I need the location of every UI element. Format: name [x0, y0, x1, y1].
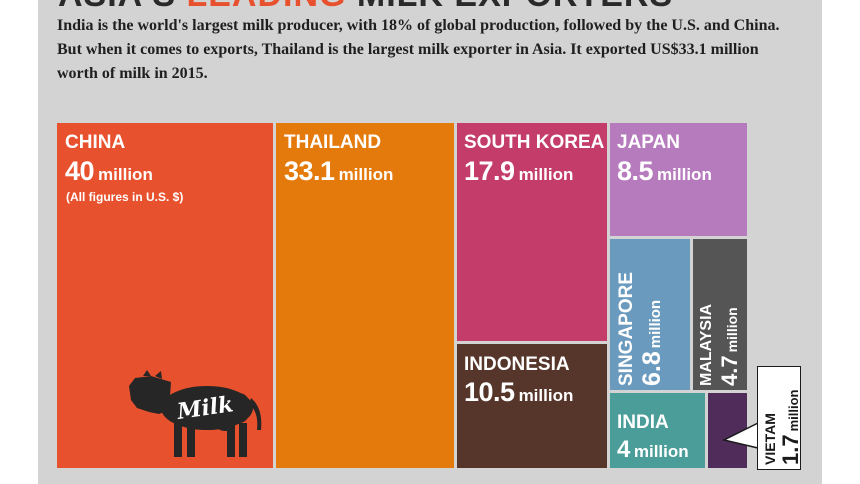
singapore-value: 6.8 — [638, 351, 666, 386]
india-value: 4 million — [617, 436, 689, 463]
indonesia-value: 10.5 million — [464, 377, 574, 407]
treemap-cell-thailand: THAILAND 33.1 million — [276, 123, 454, 468]
treemap-cell-singapore: SINGAPORE 6.8million — [610, 239, 690, 390]
title-part-2: LEADING — [186, 0, 346, 10]
malaysia-text: MALAYSIA 4.7million — [698, 303, 742, 386]
india-label: INDIA — [617, 412, 669, 433]
treemap-cell-china: CHINA 40 million (All figures in U.S. $) … — [57, 123, 273, 468]
cow-icon: Milk — [129, 370, 262, 457]
treemap-cell-vietnam — [708, 393, 747, 468]
singapore-label: SINGAPORE — [616, 271, 637, 386]
treemap-cell-indonesia: INDONESIA 10.5 million — [457, 344, 607, 468]
vietnam-label: VIETAM — [762, 413, 778, 465]
treemap-cell-japan: JAPAN 8.5 million — [610, 123, 747, 236]
malaysia-label: MALAYSIA — [698, 303, 715, 386]
vietnam-value: 1.7 — [778, 434, 803, 465]
currency-note: (All figures in U.S. $) — [66, 190, 184, 204]
vietnam-text: VIETAM 1.7million — [762, 389, 803, 465]
japan-label: JAPAN — [617, 132, 680, 153]
vietnam-callout: VIETAM 1.7million — [757, 366, 803, 470]
thailand-label: THAILAND — [284, 132, 382, 153]
treemap-cell-india: INDIA 4 million — [610, 393, 705, 468]
south-korea-label: SOUTH KOREA — [464, 132, 605, 153]
treemap-cell-malaysia: MALAYSIA 4.7million — [693, 239, 747, 390]
indonesia-label: INDONESIA — [464, 354, 570, 375]
intro-text: India is the world's largest milk produc… — [57, 17, 780, 82]
china-value: 40 million — [65, 156, 153, 186]
japan-value: 8.5 million — [617, 156, 712, 186]
thailand-value: 33.1 million — [284, 156, 394, 186]
china-label: CHINA — [65, 132, 126, 153]
title-part-3: MILK EXPORTERS — [346, 0, 673, 10]
infographic-title: ASIA'S LEADING MILK EXPORTERS — [38, 0, 822, 10]
malaysia-value: 4.7 — [717, 355, 742, 386]
south-korea-value: 17.9 million — [464, 156, 574, 186]
title-part-1: ASIA'S — [58, 0, 186, 10]
singapore-text: SINGAPORE 6.8million — [616, 271, 666, 386]
treemap-cell-south-korea: SOUTH KOREA 17.9 million — [457, 123, 607, 341]
callout-pointer — [722, 421, 759, 449]
